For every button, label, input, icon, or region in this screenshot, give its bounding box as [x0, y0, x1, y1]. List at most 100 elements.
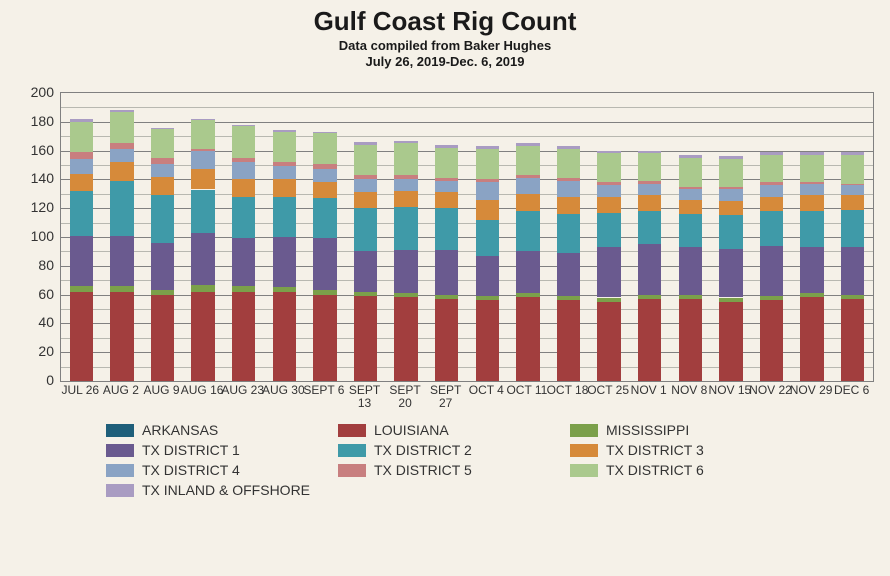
bar-segment	[354, 192, 378, 208]
bar-segment	[800, 297, 824, 381]
bar-segment	[476, 179, 500, 182]
legend-label: TX DISTRICT 6	[606, 462, 704, 478]
bar-segment	[557, 149, 581, 178]
bar-segment	[394, 175, 418, 179]
bar-segment	[557, 181, 581, 197]
bar-segment	[232, 197, 256, 239]
bar-segment	[435, 178, 459, 181]
bar-segment	[70, 159, 94, 173]
bar-segment	[313, 164, 337, 170]
legend-swatch	[570, 464, 598, 477]
bar-segment	[557, 197, 581, 214]
legend-label: TX DISTRICT 3	[606, 442, 704, 458]
x-tick-label: SEPT 27	[430, 384, 461, 410]
bar-segment	[232, 292, 256, 381]
bar-segment	[841, 247, 865, 295]
bar-segment	[354, 208, 378, 251]
legend-item: ARKANSAS	[106, 422, 338, 438]
bar-group	[273, 130, 297, 381]
bar-segment	[151, 164, 175, 177]
bar-segment	[516, 211, 540, 251]
bar-segment	[232, 125, 256, 126]
bar-segment	[232, 158, 256, 162]
bar-segment	[313, 169, 337, 182]
bar-segment	[760, 185, 784, 197]
bar-segment	[638, 299, 662, 381]
bar-segment	[151, 195, 175, 243]
x-tick-label: DEC 6	[834, 384, 869, 397]
legend-label: TX DISTRICT 2	[374, 442, 472, 458]
bar-segment	[435, 250, 459, 295]
bar-segment	[597, 247, 621, 297]
legend-item: MISSISSIPPI	[570, 422, 802, 438]
legend-swatch	[570, 444, 598, 457]
chart-title: Gulf Coast Rig Count	[0, 6, 890, 37]
x-tick-label: SEPT 6	[303, 384, 344, 397]
y-tick-label: 60	[6, 286, 54, 302]
x-tick-label: JUL 26	[62, 384, 100, 397]
bar-segment	[557, 253, 581, 296]
bar-segment	[476, 200, 500, 220]
bar-segment	[110, 110, 134, 111]
x-tick-label: OCT 11	[506, 384, 547, 397]
bar-segment	[516, 297, 540, 381]
bar-segment	[313, 198, 337, 238]
bar-segment	[191, 151, 215, 170]
bar-segment	[516, 251, 540, 293]
bar-segment	[110, 286, 134, 292]
bar-segment	[760, 152, 784, 155]
bar-segment	[516, 175, 540, 178]
legend-swatch	[338, 424, 366, 437]
bar-segment	[800, 211, 824, 247]
bar-group	[394, 141, 418, 381]
bar-segment	[516, 194, 540, 211]
bar-segment	[191, 233, 215, 285]
bar-segment	[597, 151, 621, 154]
bar-segment	[110, 149, 134, 162]
bar-segment	[679, 214, 703, 247]
bar-segment	[273, 179, 297, 196]
bar-segment	[516, 143, 540, 146]
legend-swatch	[338, 444, 366, 457]
x-tick-label: NOV 1	[631, 384, 667, 397]
bar-group	[638, 151, 662, 381]
bar-segment	[679, 187, 703, 190]
bar-segment	[476, 300, 500, 381]
bar-group	[191, 119, 215, 381]
x-tick-label: AUG 2	[103, 384, 139, 397]
bar-group	[313, 132, 337, 381]
legend-swatch	[106, 484, 134, 497]
legend-item: TX DISTRICT 5	[338, 462, 570, 478]
bar-segment	[679, 200, 703, 214]
bar-segment	[151, 295, 175, 381]
y-tick-label: 0	[6, 372, 54, 388]
bar-segment	[841, 195, 865, 209]
bar-group	[841, 152, 865, 381]
bar-group	[719, 156, 743, 381]
chart-container: Gulf Coast Rig Count Data compiled from …	[0, 0, 890, 576]
bar-segment	[273, 132, 297, 162]
bar-segment	[435, 148, 459, 178]
bar-segment	[70, 236, 94, 286]
bar-segment	[476, 256, 500, 296]
bar-segment	[313, 290, 337, 294]
bar-segment	[110, 292, 134, 381]
legend-label: TX DISTRICT 4	[142, 462, 240, 478]
bar-segment	[841, 184, 865, 185]
bar-segment	[638, 181, 662, 184]
bar-segment	[191, 285, 215, 292]
bar-segment	[760, 246, 784, 296]
x-tick-label: NOV 29	[790, 384, 833, 397]
legend-item: TX DISTRICT 3	[570, 442, 802, 458]
legend-label: LOUISIANA	[374, 422, 449, 438]
bar-segment	[70, 122, 94, 152]
bar-segment	[800, 152, 824, 155]
title-block: Gulf Coast Rig Count Data compiled from …	[0, 0, 890, 69]
x-tick-label: OCT 18	[547, 384, 589, 397]
legend-label: TX DISTRICT 1	[142, 442, 240, 458]
x-tick-label: AUG 23	[221, 384, 264, 397]
legend-label: TX DISTRICT 5	[374, 462, 472, 478]
bar-segment	[557, 300, 581, 381]
legend-label: TX INLAND & OFFSHORE	[142, 482, 310, 498]
bar-segment	[110, 112, 134, 144]
